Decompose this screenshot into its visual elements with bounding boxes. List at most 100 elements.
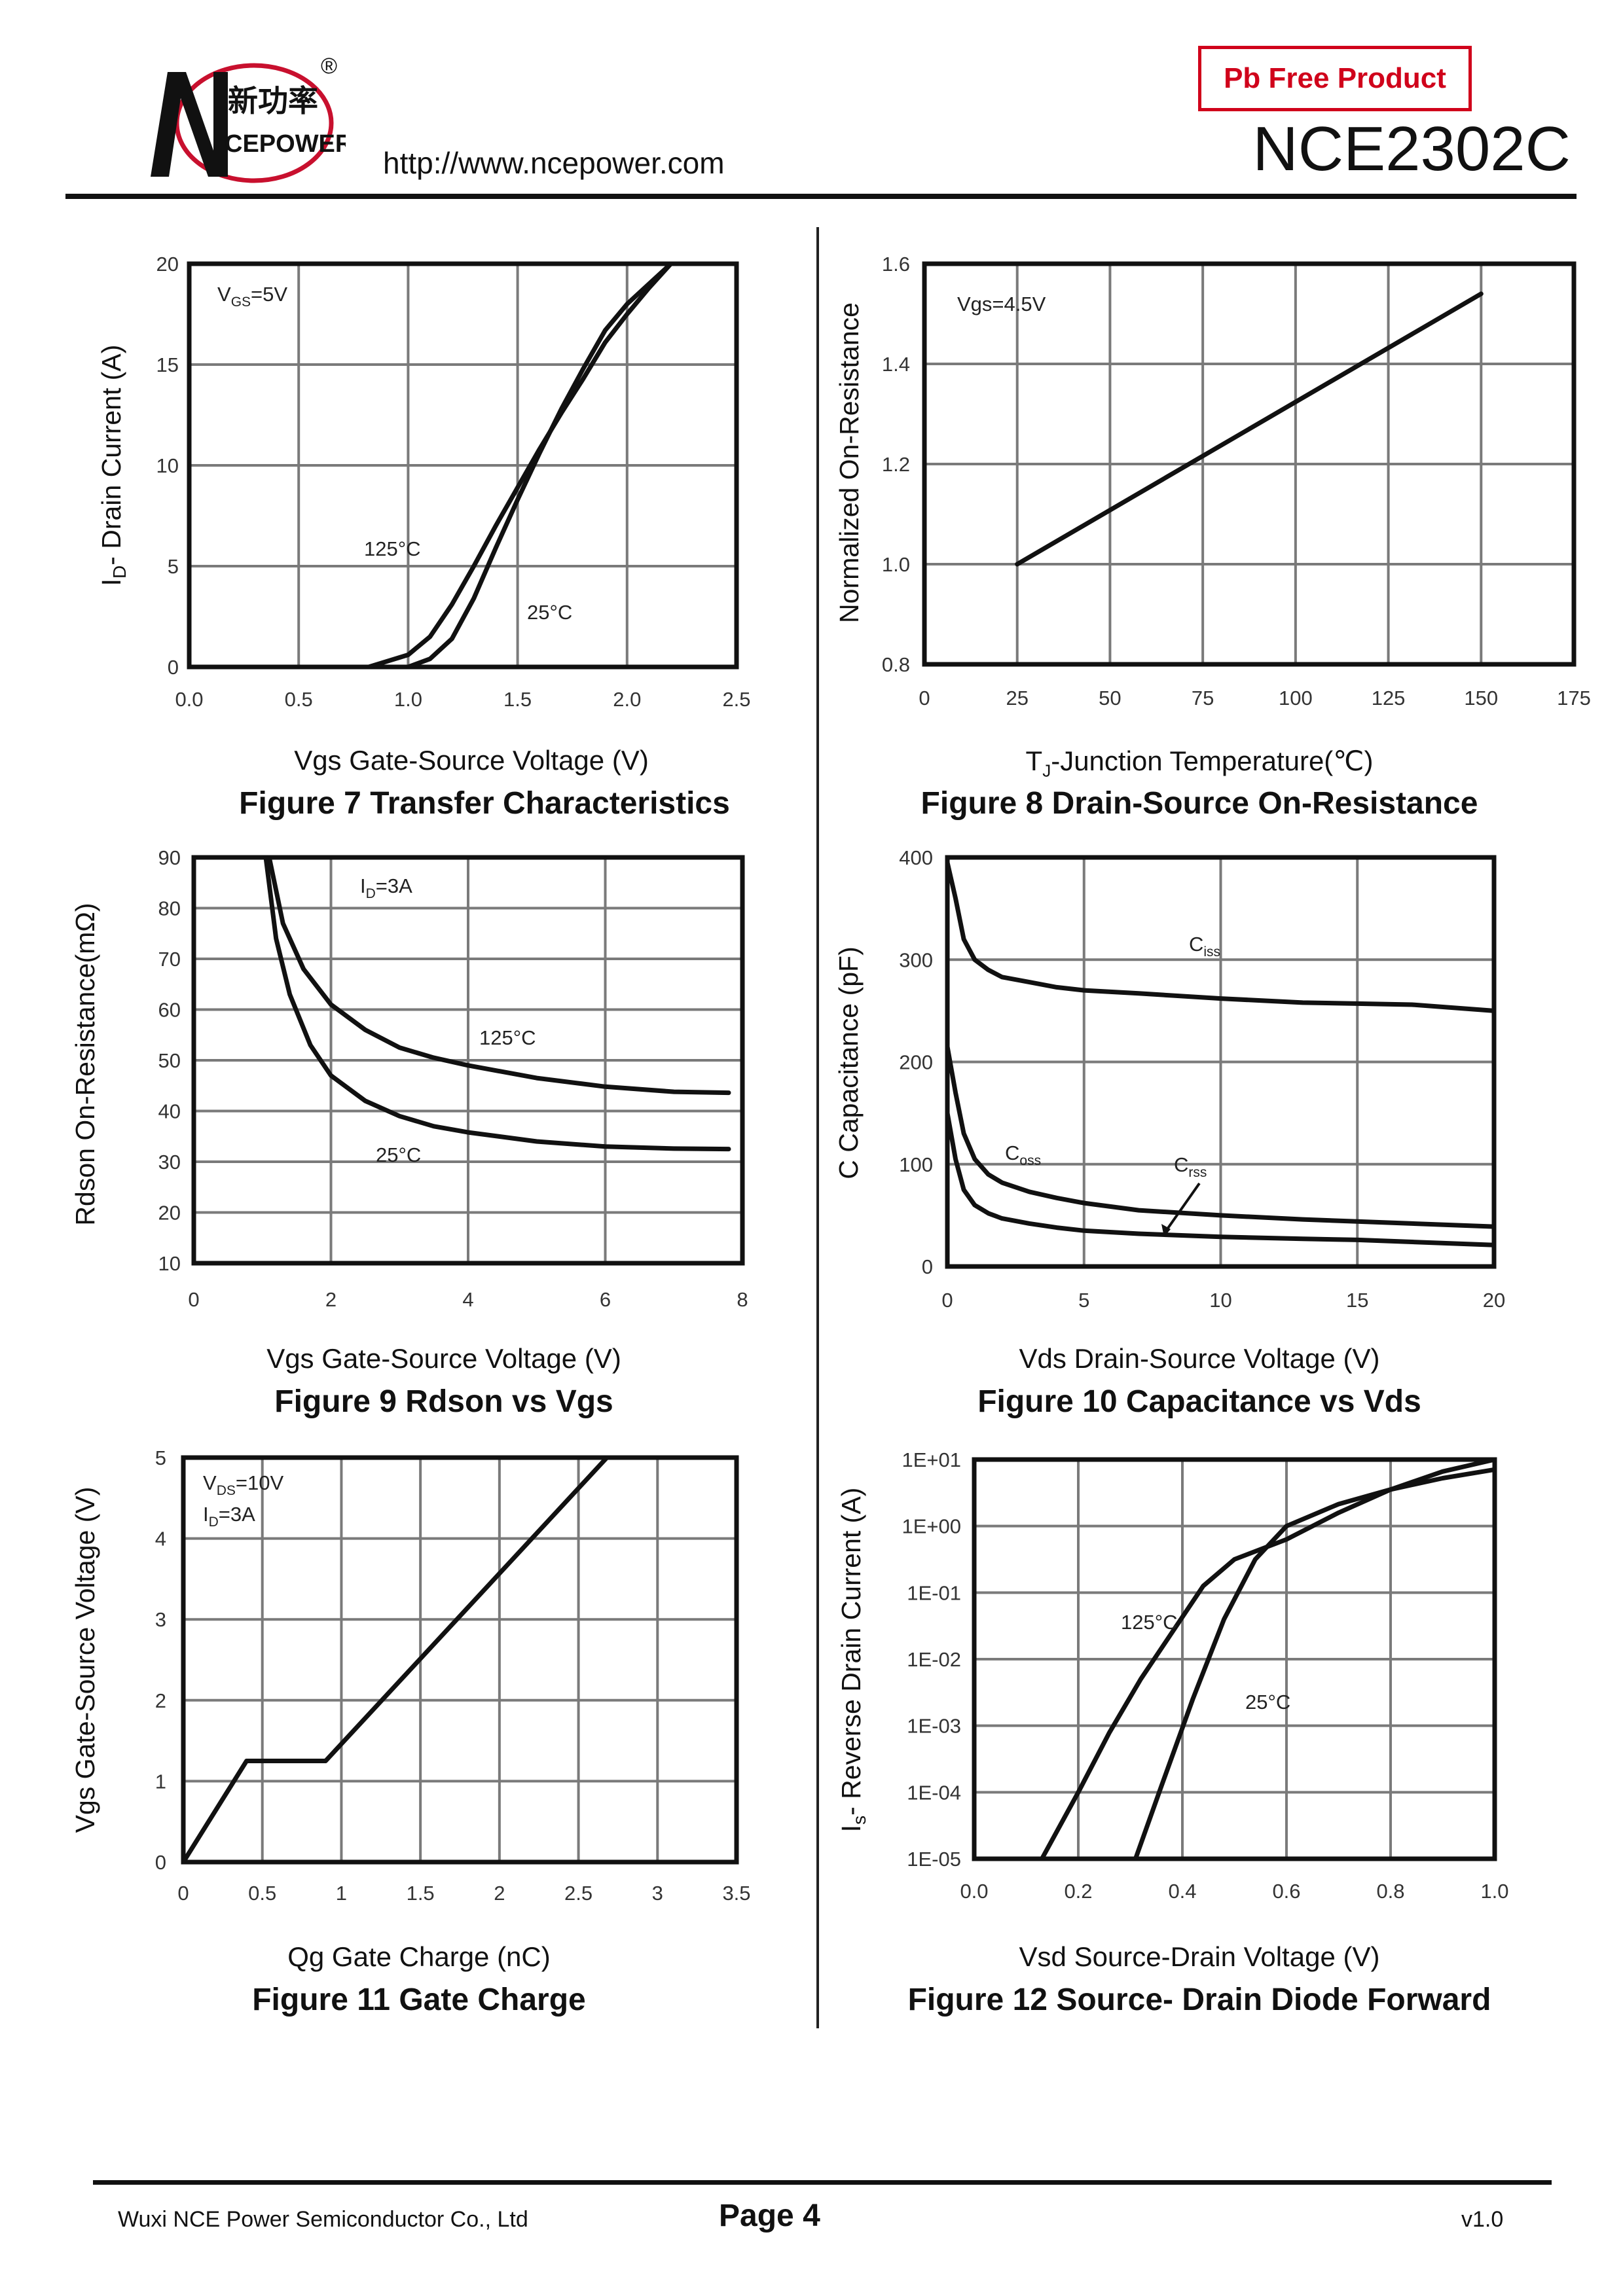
fig8-title: Figure 8 Drain-Source On-Resistance bbox=[921, 786, 1478, 821]
fig11-curves bbox=[181, 1455, 610, 1865]
model-number: NCE2302C bbox=[1252, 114, 1571, 184]
fig10-x-axis-caption: Vds Drain-Source Voltage (V) bbox=[1019, 1343, 1380, 1374]
fig7-y-tick-label: 15 bbox=[156, 353, 179, 376]
fig8-x-tick-label: 50 bbox=[1099, 687, 1121, 709]
company-logo: 新功率 CEPOWER ® bbox=[136, 52, 353, 190]
fig8-plot-frame bbox=[922, 261, 1577, 667]
fig11-x-tick-label: 1 bbox=[336, 1882, 347, 1905]
column-divider bbox=[816, 227, 819, 2028]
fig9-x-tick-label: 2 bbox=[325, 1288, 337, 1311]
fig9-series-125c bbox=[266, 855, 731, 1096]
svg-text:®: ® bbox=[321, 54, 337, 79]
fig11-y-axis-label: Vgs Gate-Source Voltage (V) bbox=[70, 1487, 100, 1833]
fig9-x-ticks: 0 2 4 6 8 bbox=[188, 1288, 748, 1311]
fig7-title: Figure 7 Transfer Characteristics bbox=[239, 786, 730, 821]
fig7-x-tick-label: 1.5 bbox=[503, 688, 532, 711]
fig9-label-125c: 125°C bbox=[479, 1026, 536, 1049]
fig12-plot-frame bbox=[972, 1457, 1497, 1861]
fig9-y-tick-label: 20 bbox=[158, 1202, 181, 1225]
fig8-y-ticks: 0.8 1.0 1.2 1.4 1.6 bbox=[882, 253, 910, 676]
fig12-y-ticks: 1E-05 1E-04 1E-03 1E-02 1E-01 1E+00 1E+01 bbox=[902, 1448, 961, 1871]
fig12-y-tick-label: 1E+01 bbox=[902, 1448, 961, 1471]
fig8-x-tick-label: 175 bbox=[1557, 687, 1591, 709]
fig11-x-tick-label: 3.5 bbox=[722, 1882, 750, 1905]
fig8-x-ticks: 0 25 50 75 100 125 150 175 bbox=[919, 687, 1590, 709]
header-rule bbox=[65, 194, 1577, 199]
fig12-y-tick-label: 1E-02 bbox=[907, 1648, 961, 1671]
fig10-label-ciss: Ciss bbox=[1189, 933, 1220, 960]
fig7-x-tick-label: 2.5 bbox=[722, 688, 750, 711]
fig11-x-tick-label: 1.5 bbox=[407, 1882, 435, 1905]
fig11-plot-frame bbox=[181, 1455, 739, 1865]
footer-version: v1.0 bbox=[1461, 2207, 1504, 2232]
fig11-x-tick-label: 0 bbox=[177, 1882, 189, 1905]
fig9-y-tick-label: 70 bbox=[158, 948, 181, 971]
fig7-curves bbox=[366, 261, 674, 670]
fig11-y-ticks: 0 1 2 3 4 5 bbox=[155, 1446, 166, 1874]
fig10-label-coss: Coss bbox=[1005, 1141, 1041, 1168]
fig11-y-tick-label: 1 bbox=[155, 1770, 166, 1793]
fig12-y-axis-label: Is- Reverse Drain Current (A) bbox=[836, 1488, 869, 1833]
fig10-x-tick-label: 15 bbox=[1346, 1289, 1368, 1312]
fig8-grid bbox=[924, 264, 1574, 664]
fig10-crss-arrowhead bbox=[1161, 1224, 1171, 1237]
svg-text:新功率: 新功率 bbox=[228, 84, 318, 118]
fig10-crss-pointer bbox=[1164, 1182, 1201, 1233]
fig10-y-ticks: 0 100 200 300 400 bbox=[899, 846, 933, 1278]
fig7-grid bbox=[189, 264, 737, 667]
fig9-x-tick-label: 8 bbox=[737, 1288, 748, 1311]
fig12-label-25c: 25°C bbox=[1245, 1691, 1290, 1713]
fig8-x-tick-label: 125 bbox=[1372, 687, 1406, 709]
fig7-x-axis-caption: Vgs Gate-Source Voltage (V) bbox=[294, 745, 649, 776]
footer-rule bbox=[93, 2180, 1552, 2185]
fig8-x-tick-label: 75 bbox=[1192, 687, 1214, 709]
fig11-y-tick-label: 3 bbox=[155, 1608, 166, 1631]
fig7-x-tick-label: 0.5 bbox=[285, 688, 313, 711]
fig9-y-axis-label: Rdson On-Resistance(mΩ) bbox=[70, 903, 100, 1225]
fig11-x-tick-label: 2.5 bbox=[564, 1882, 593, 1905]
fig9-curves bbox=[263, 855, 731, 1152]
fig12-y-tick-label: 1E-03 bbox=[907, 1715, 961, 1738]
fig10-x-tick-label: 10 bbox=[1209, 1289, 1231, 1312]
fig7-x-ticks: 0.0 0.5 1.0 1.5 2.0 2.5 bbox=[175, 688, 750, 711]
fig10-y-tick-label: 300 bbox=[899, 948, 933, 971]
figure-12-chart: 0.0 0.2 0.4 0.6 0.8 1.0 1E-051E-041E-031E-021… bbox=[836, 1448, 1509, 1903]
fig11-grid bbox=[183, 1458, 737, 1862]
figure-7-chart: 0.0 0.5 1.0 1.5 2.0 2.5 0 5 10 15 20 VGS=5V 125°C… bbox=[96, 253, 751, 711]
fig9-y-tick-label: 10 bbox=[158, 1252, 181, 1275]
fig9-y-tick-label: 80 bbox=[158, 897, 181, 920]
fig8-x-tick-label: 25 bbox=[1006, 687, 1028, 709]
fig10-x-tick-label: 20 bbox=[1483, 1289, 1505, 1312]
fig12-x-axis-caption: Vsd Source-Drain Voltage (V) bbox=[1019, 1941, 1380, 1972]
website-url[interactable]: http://www.ncepower.com bbox=[383, 146, 725, 180]
fig10-series-ciss bbox=[945, 860, 1497, 1013]
fig11-x-axis-caption: Qg Gate Charge (nC) bbox=[287, 1941, 551, 1972]
fig11-x-ticks: 0 0.5 1 1.5 2 2.5 3 3.5 bbox=[177, 1882, 750, 1905]
fig9-y-ticks: 10 20 30 40 50 60 70 80 90 bbox=[158, 846, 181, 1275]
fig12-curves bbox=[1039, 1457, 1497, 1861]
fig12-x-ticks: 0.0 0.2 0.4 0.6 0.8 1.0 bbox=[960, 1880, 1508, 1903]
fig11-annotation-id: ID=3A bbox=[203, 1503, 255, 1530]
fig7-x-tick-label: 0.0 bbox=[175, 688, 203, 711]
fig8-x-tick-label: 0 bbox=[919, 687, 930, 709]
figure-11-chart: 0 0.5 1 1.5 2 2.5 3 3.5 0 1 2 3 4 5 VDS=10V ID=3A Vg… bbox=[70, 1446, 751, 1905]
fig10-title: Figure 10 Capacitance vs Vds bbox=[977, 1384, 1421, 1419]
fig7-y-tick-label: 0 bbox=[168, 656, 179, 679]
fig9-label-25c: 25°C bbox=[376, 1143, 421, 1166]
fig8-y-tick-label: 1.0 bbox=[882, 553, 910, 576]
fig12-x-tick-label: 0.2 bbox=[1064, 1880, 1092, 1903]
fig10-x-tick-label: 0 bbox=[941, 1289, 953, 1312]
fig7-y-ticks: 0 5 10 15 20 bbox=[156, 253, 179, 679]
fig11-y-tick-label: 5 bbox=[155, 1446, 166, 1469]
fig9-y-tick-label: 90 bbox=[158, 846, 181, 869]
fig7-x-tick-label: 1.0 bbox=[394, 688, 422, 711]
fig11-annotation-vds: VDS=10V bbox=[203, 1471, 283, 1498]
fig12-label-125c: 125°C bbox=[1121, 1611, 1178, 1634]
fig10-y-tick-label: 200 bbox=[899, 1051, 933, 1074]
fig10-y-tick-label: 400 bbox=[899, 846, 933, 869]
fig11-y-tick-label: 2 bbox=[155, 1689, 166, 1712]
fig9-x-tick-label: 0 bbox=[188, 1288, 199, 1311]
fig9-plot-frame bbox=[191, 855, 745, 1266]
fig9-y-tick-label: 60 bbox=[158, 999, 181, 1022]
fig12-x-tick-label: 0.0 bbox=[960, 1880, 988, 1903]
